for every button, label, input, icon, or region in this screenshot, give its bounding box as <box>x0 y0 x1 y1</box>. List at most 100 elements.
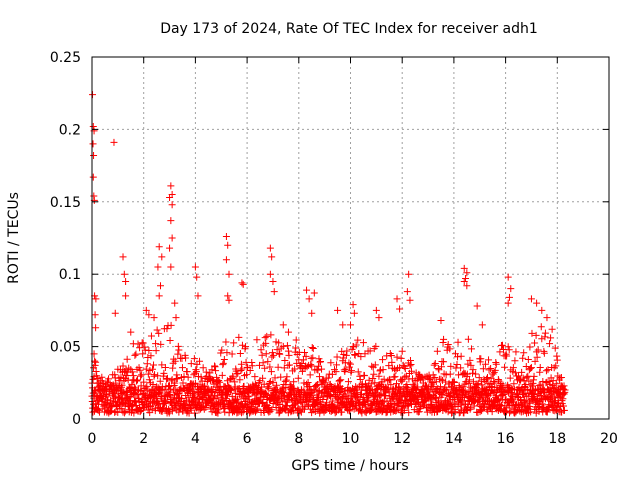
data-point <box>186 385 194 393</box>
data-point <box>464 335 472 343</box>
data-point <box>246 385 254 393</box>
data-point <box>307 354 315 362</box>
data-point <box>450 378 458 386</box>
data-point <box>376 391 384 399</box>
data-point <box>460 277 468 285</box>
data-point <box>246 366 254 374</box>
data-point <box>285 351 293 359</box>
y-tick-label: 0.25 <box>50 50 81 66</box>
data-point <box>192 368 200 376</box>
data-point <box>427 375 435 383</box>
data-point <box>179 379 187 387</box>
data-point <box>238 365 246 373</box>
data-point <box>253 406 261 414</box>
data-point <box>457 364 465 372</box>
data-point <box>347 368 355 376</box>
data-point <box>183 368 191 376</box>
data-point <box>406 296 414 304</box>
data-point <box>528 329 536 337</box>
data-point <box>547 334 555 342</box>
data-point <box>178 364 186 372</box>
data-point <box>551 384 559 392</box>
data-point <box>127 328 135 336</box>
data-point <box>552 380 560 388</box>
data-point <box>356 375 364 383</box>
data-point <box>275 339 283 347</box>
data-point <box>442 371 450 379</box>
data-point <box>472 370 480 378</box>
data-point <box>200 383 208 391</box>
data-point <box>168 376 176 384</box>
data-point <box>561 386 569 394</box>
data-point <box>444 341 452 349</box>
data-point <box>115 401 123 409</box>
data-point <box>261 364 269 372</box>
data-point <box>202 368 210 376</box>
data-point <box>270 288 278 296</box>
data-point <box>191 369 199 377</box>
data-point <box>224 292 232 300</box>
data-point <box>541 329 549 337</box>
data-point <box>194 292 202 300</box>
data-point <box>144 370 152 378</box>
data-point <box>162 375 170 383</box>
data-point <box>313 398 321 406</box>
data-point <box>95 400 103 408</box>
data-point <box>370 370 378 378</box>
data-point <box>237 360 245 368</box>
data-point <box>261 334 269 342</box>
data-point <box>540 349 548 357</box>
data-point <box>327 359 335 367</box>
data-point <box>526 343 534 351</box>
data-point <box>236 376 244 384</box>
data-point <box>182 354 190 362</box>
data-point <box>484 374 492 382</box>
data-point <box>208 408 216 416</box>
data-point <box>464 360 472 368</box>
data-point <box>553 356 561 364</box>
data-point <box>396 386 404 394</box>
data-point <box>458 397 466 405</box>
data-point <box>269 277 277 285</box>
data-point <box>267 331 275 339</box>
data-point <box>273 381 281 389</box>
data-point <box>201 382 209 390</box>
data-point <box>488 383 496 391</box>
data-point <box>329 397 337 405</box>
data-point <box>455 382 463 390</box>
data-point <box>217 349 225 357</box>
data-point <box>458 386 466 394</box>
data-point <box>409 380 417 388</box>
data-point <box>200 405 208 413</box>
data-point <box>462 275 470 283</box>
data-point <box>527 364 535 372</box>
data-point <box>248 362 256 370</box>
data-point <box>145 311 153 319</box>
data-point <box>123 371 131 379</box>
data-point <box>166 193 174 201</box>
data-point <box>509 364 517 372</box>
data-point <box>408 367 416 375</box>
data-point <box>450 379 458 387</box>
data-point <box>379 366 387 374</box>
data-point <box>214 409 222 417</box>
data-point <box>531 357 539 365</box>
grid-layer <box>92 57 609 419</box>
data-point <box>209 385 217 393</box>
data-point <box>553 352 561 360</box>
data-point <box>171 357 179 365</box>
data-point <box>518 368 526 376</box>
data-point <box>196 357 204 365</box>
data-point <box>535 386 543 394</box>
data-point <box>504 273 512 281</box>
data-point <box>492 359 500 367</box>
data-point <box>390 365 398 373</box>
data-point <box>338 385 346 393</box>
data-point <box>437 317 445 325</box>
data-point <box>524 372 532 380</box>
data-point <box>439 339 447 347</box>
data-point <box>440 358 448 366</box>
data-point <box>271 374 279 382</box>
data-point <box>319 396 327 404</box>
data-point <box>347 321 354 329</box>
